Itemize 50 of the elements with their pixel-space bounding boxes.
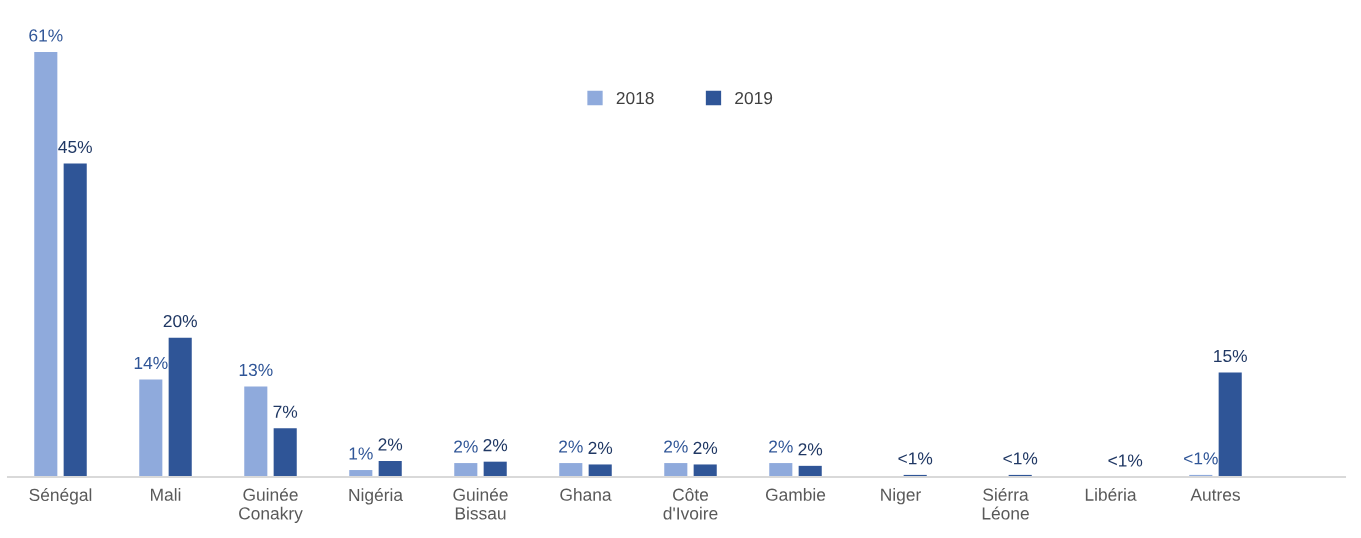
legend-label: 2018 [616,91,654,105]
data-label: <1% [1184,452,1218,465]
bar [693,464,717,477]
data-label: 14% [134,356,168,370]
data-label: 15% [1214,349,1247,363]
bar [34,52,58,477]
data-label: 2% [378,438,403,451]
x-tick-label: Nigéria [349,488,403,505]
bar [63,163,87,477]
bar [168,337,192,477]
data-label: <1% [1003,452,1038,465]
data-label: 45% [58,140,92,154]
data-label: 2% [769,440,793,453]
data-label: 2% [798,443,823,456]
data-label: 2% [664,440,688,453]
data-label: 1% [349,447,373,460]
x-tick-label: Côte d'Ivoire [663,488,718,520]
data-label: 20% [163,314,197,328]
x-tick-label: Libéria [1085,487,1137,501]
bar [559,463,583,477]
x-tick-label: Ghana [560,488,612,501]
data-label: 2% [483,439,508,452]
data-label: 2% [588,441,613,455]
x-tick-label: Guinée Conakry [239,487,303,523]
legend-label: 2019 [735,91,773,105]
bar [664,463,688,477]
data-label: <1% [1108,454,1143,467]
bar [483,461,507,477]
data-label: 2% [454,440,478,453]
data-label: 2% [559,440,583,453]
x-tick-label: Sénégal [29,488,92,505]
data-label: <1% [898,452,933,465]
bar [769,463,793,477]
bar [588,464,612,477]
x-tick-label: Autres [1190,488,1240,501]
bar [273,428,297,477]
x-tick-label: Mali [151,488,181,501]
bar [139,379,163,477]
bar [1218,372,1242,477]
data-label: 13% [239,363,273,377]
data-label: 61% [29,29,63,42]
bar [378,460,402,477]
x-tick-label: Guinée Bissau [453,487,508,520]
x-tick-label: Niger [881,488,921,505]
data-label: 7% [273,405,298,418]
x-tick-label: Gambie [765,488,826,501]
bar [454,463,478,477]
bar [244,386,268,477]
data-label: 2% [693,441,718,455]
x-tick-label: Siérra Léone [982,487,1029,520]
